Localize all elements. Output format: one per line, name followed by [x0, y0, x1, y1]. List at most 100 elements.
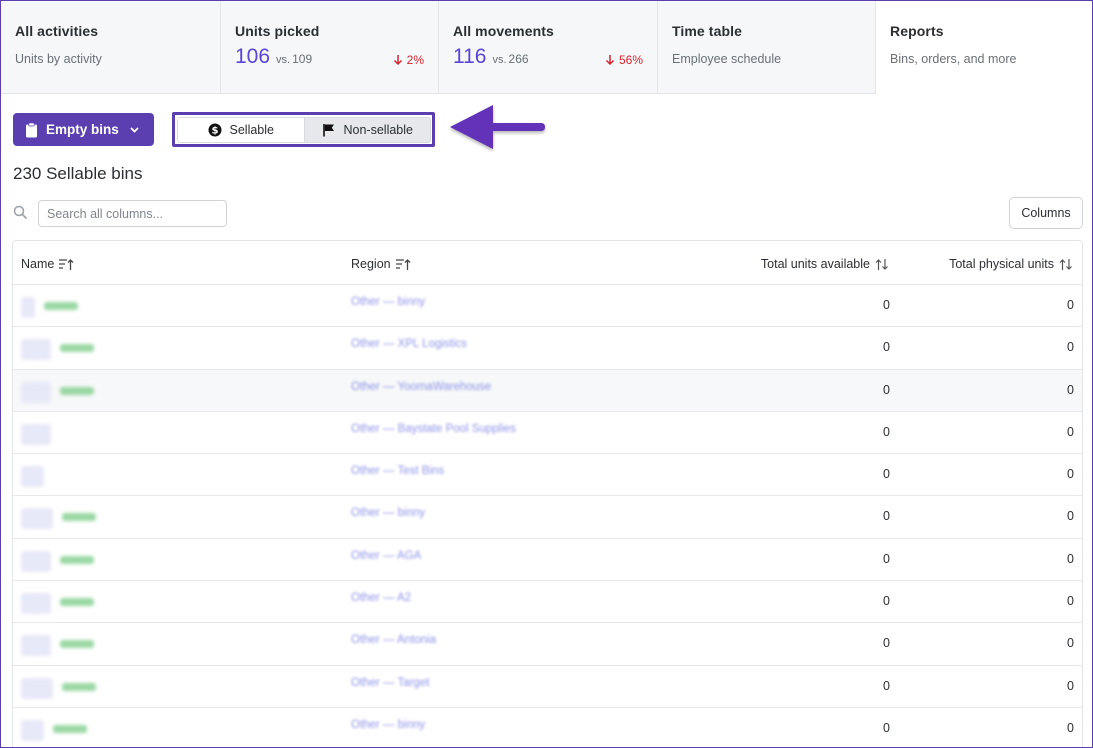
clipboard-icon — [26, 121, 37, 137]
total-physical-cell: 0 — [1067, 509, 1074, 524]
total-physical-cell: 0 — [1067, 678, 1074, 693]
column-header-region[interactable]: Region — [351, 257, 411, 271]
region-cell: Other — Target — [351, 676, 430, 689]
column-header-name[interactable]: Name — [21, 257, 74, 271]
metric-change: 2% — [393, 53, 424, 67]
bin-name-chip — [21, 339, 51, 361]
region-cell: Other — Antonia — [351, 634, 437, 647]
total-physical-cell: 0 — [1067, 424, 1074, 439]
total-physical-cell: 0 — [1067, 720, 1074, 735]
metric: 116 vs. 266 56% — [453, 45, 643, 69]
metric-value: 106 — [235, 45, 271, 68]
tab-time-table[interactable]: Time table Employee schedule — [658, 1, 876, 94]
columns-button[interactable]: Columns — [1009, 197, 1083, 229]
table-row[interactable]: Other — binny 0 0 — [13, 285, 1082, 328]
primary-badge — [60, 555, 94, 564]
table-row[interactable]: Other — binny 0 0 — [13, 707, 1082, 747]
tab-reports[interactable]: Reports Bins, orders, and more — [876, 1, 1092, 94]
chevron-down-icon — [130, 127, 139, 133]
region-cell: Other — binny — [351, 718, 426, 731]
primary-badge — [62, 682, 96, 691]
non-sellable-option[interactable]: Non-sellable — [303, 118, 430, 142]
bin-name-chip — [21, 677, 53, 699]
column-header-total-physical[interactable]: Total physical units — [949, 257, 1074, 271]
empty-bins-button[interactable]: Empty bins — [13, 113, 154, 146]
total-physical-cell: 0 — [1067, 636, 1074, 651]
total-physical-cell: 0 — [1067, 298, 1074, 312]
table-row[interactable]: Other — Baystate Pool Supplies 0 0 — [13, 411, 1082, 455]
column-header-label: Total physical units — [949, 257, 1054, 271]
table-row[interactable]: Other — XPL Logistics 0 0 — [13, 327, 1082, 370]
bin-name-chip — [21, 719, 44, 741]
total-physical-cell: 0 — [1067, 551, 1074, 566]
primary-badge — [60, 640, 94, 649]
table-row[interactable]: Other — A2 0 0 — [13, 581, 1082, 624]
bins-table: Name Region Total units available Total … — [12, 240, 1083, 747]
flag-icon — [322, 124, 334, 137]
total-available-cell: 0 — [883, 678, 890, 693]
non-sellable-label: Non-sellable — [343, 123, 413, 137]
column-header-total-available[interactable]: Total units available — [761, 257, 890, 271]
summary-tabs: All activities Units by activity Units p… — [1, 1, 1092, 94]
primary-badge — [60, 344, 94, 353]
sellable-option[interactable]: $ Sellable — [178, 118, 304, 142]
column-header-label: Region — [351, 257, 391, 271]
page-title: 230 Sellable bins — [13, 164, 143, 183]
tab-title: Units picked — [235, 23, 320, 39]
sort-ascending-icon — [395, 258, 411, 270]
bin-name-chip — [21, 635, 51, 657]
sellable-label: Sellable — [229, 123, 274, 137]
total-available-cell: 0 — [883, 382, 890, 397]
annotation-arrow-icon — [450, 105, 545, 149]
sort-toggle-icon — [1059, 258, 1072, 270]
metric-vs-label: vs. — [492, 54, 507, 66]
tab-title: All movements — [453, 23, 554, 39]
metric-vs-value: 266 — [508, 52, 529, 66]
primary-badge — [62, 513, 96, 522]
svg-text:$: $ — [211, 126, 218, 137]
empty-bins-label: Empty bins — [46, 122, 119, 137]
tab-units-picked[interactable]: Units picked 106 vs. 109 2% — [221, 1, 439, 94]
primary-badge — [60, 386, 94, 395]
table-row[interactable]: Other — YoomaWarehouse 0 0 — [13, 369, 1082, 412]
tab-subtitle: Units by activity — [15, 52, 102, 66]
table-row[interactable]: Other — Test Bins 0 0 — [13, 454, 1082, 497]
search-icon — [13, 205, 28, 220]
tab-all-activities[interactable]: All activities Units by activity — [1, 1, 221, 94]
total-available-cell: 0 — [883, 720, 890, 735]
metric-value: 116 — [453, 45, 487, 68]
bin-name-chip — [21, 381, 51, 403]
bin-name-chip — [21, 508, 53, 530]
region-cell: Other — binny — [351, 296, 426, 308]
total-physical-cell: 0 — [1067, 340, 1074, 355]
search-input[interactable] — [38, 200, 227, 227]
column-header-label: Name — [21, 257, 55, 271]
arrow-down-icon — [605, 55, 614, 66]
table-row[interactable]: Other — binny 0 0 — [13, 496, 1082, 539]
table-header: Name Region Total units available Total … — [13, 241, 1082, 285]
tab-all-movements[interactable]: All movements 116 vs. 266 56% — [439, 1, 658, 94]
metric: 106 vs. 109 2% — [235, 45, 424, 69]
total-available-cell: 0 — [883, 424, 890, 439]
bin-name-chip — [21, 466, 44, 488]
primary-badge — [53, 724, 87, 733]
tab-title: Reports — [890, 23, 944, 39]
total-available-cell: 0 — [883, 467, 890, 482]
table-row[interactable]: Other — Antonia 0 0 — [13, 623, 1082, 666]
total-physical-cell: 0 — [1067, 594, 1074, 609]
sort-ascending-icon — [59, 258, 74, 270]
metric-change-value: 56% — [618, 53, 643, 67]
region-cell: Other — Test Bins — [351, 465, 445, 478]
dollar-circle-icon: $ — [208, 123, 221, 137]
sellable-toggle: $ Sellable Non-sellable — [177, 117, 431, 143]
bin-name-chip — [21, 297, 35, 318]
region-cell: Other — A2 — [351, 592, 412, 605]
metric-vs-value: 109 — [292, 52, 313, 66]
table-row[interactable]: Other — AGA 0 0 — [13, 538, 1082, 582]
metric-change: 56% — [605, 53, 643, 67]
tab-subtitle: Employee schedule — [672, 52, 782, 66]
bin-name-chip — [21, 423, 51, 445]
region-cell: Other — binny — [351, 507, 426, 520]
table-row[interactable]: Other — Target 0 0 — [13, 665, 1082, 708]
